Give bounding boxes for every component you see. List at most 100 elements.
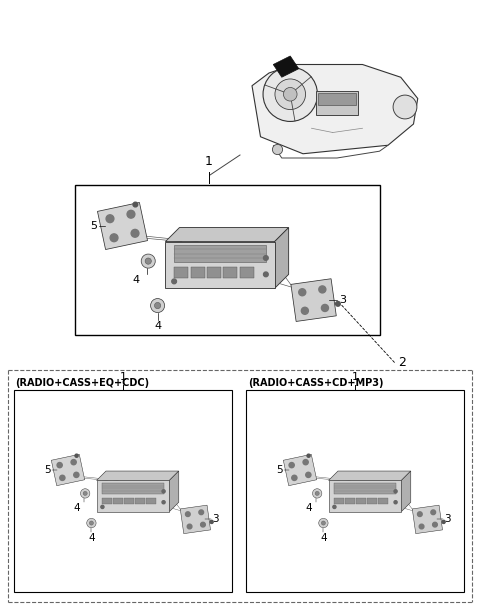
Circle shape (106, 215, 114, 223)
Circle shape (442, 520, 445, 524)
Polygon shape (401, 471, 411, 512)
FancyBboxPatch shape (345, 498, 355, 504)
Circle shape (418, 512, 422, 516)
Circle shape (263, 67, 317, 121)
Circle shape (83, 491, 87, 496)
Text: 2: 2 (398, 356, 406, 370)
Text: 1: 1 (351, 372, 359, 382)
Circle shape (185, 512, 190, 516)
Circle shape (110, 234, 118, 242)
FancyBboxPatch shape (335, 498, 344, 504)
Polygon shape (412, 505, 443, 533)
Text: 4: 4 (88, 533, 95, 543)
Circle shape (301, 308, 308, 314)
Circle shape (155, 303, 161, 309)
Text: 1: 1 (120, 372, 127, 382)
Text: 4: 4 (73, 503, 80, 513)
Polygon shape (97, 202, 147, 250)
Polygon shape (275, 228, 288, 289)
Circle shape (292, 475, 297, 481)
Circle shape (321, 521, 325, 525)
Text: 1: 1 (205, 155, 213, 168)
Text: 5: 5 (44, 465, 51, 475)
Circle shape (312, 488, 322, 498)
Text: 4: 4 (132, 275, 139, 285)
FancyBboxPatch shape (96, 481, 169, 512)
Polygon shape (273, 56, 299, 77)
FancyBboxPatch shape (14, 390, 232, 592)
FancyBboxPatch shape (240, 267, 254, 278)
FancyBboxPatch shape (135, 498, 144, 504)
Circle shape (145, 258, 151, 264)
FancyBboxPatch shape (316, 91, 358, 114)
Circle shape (289, 462, 294, 468)
Circle shape (162, 490, 165, 493)
Circle shape (336, 301, 340, 306)
FancyBboxPatch shape (191, 267, 204, 278)
FancyBboxPatch shape (166, 242, 275, 289)
Text: 5: 5 (90, 221, 97, 231)
FancyBboxPatch shape (75, 185, 380, 335)
Circle shape (131, 230, 139, 238)
Circle shape (394, 490, 397, 493)
FancyBboxPatch shape (146, 498, 156, 504)
Text: 5: 5 (276, 465, 283, 475)
FancyBboxPatch shape (174, 245, 266, 262)
Circle shape (74, 472, 79, 477)
Circle shape (264, 272, 268, 276)
Polygon shape (180, 505, 211, 533)
Circle shape (75, 454, 78, 457)
Circle shape (89, 521, 94, 525)
Circle shape (162, 501, 165, 504)
Text: 4: 4 (306, 503, 312, 513)
Polygon shape (96, 471, 179, 481)
Circle shape (315, 491, 319, 496)
Text: 3: 3 (213, 515, 219, 524)
Text: (RADIO+CASS+CD+MP3): (RADIO+CASS+CD+MP3) (248, 378, 384, 388)
Polygon shape (329, 471, 411, 481)
Text: 4: 4 (320, 533, 327, 543)
Circle shape (307, 454, 310, 457)
FancyBboxPatch shape (207, 267, 221, 278)
Circle shape (319, 518, 328, 528)
Circle shape (306, 472, 311, 477)
FancyBboxPatch shape (378, 498, 387, 504)
FancyBboxPatch shape (329, 481, 401, 512)
FancyBboxPatch shape (356, 498, 366, 504)
Polygon shape (252, 65, 418, 153)
Circle shape (275, 79, 306, 110)
FancyBboxPatch shape (318, 93, 356, 105)
Circle shape (151, 298, 165, 312)
FancyBboxPatch shape (223, 267, 238, 278)
Circle shape (201, 523, 205, 527)
FancyBboxPatch shape (113, 498, 123, 504)
Circle shape (101, 505, 104, 509)
Circle shape (71, 460, 76, 465)
Circle shape (299, 289, 306, 296)
Polygon shape (283, 454, 317, 486)
Circle shape (87, 518, 96, 528)
Circle shape (210, 520, 213, 524)
Circle shape (60, 475, 65, 481)
Circle shape (199, 510, 204, 515)
Circle shape (394, 501, 397, 504)
Circle shape (322, 304, 328, 311)
Circle shape (127, 210, 135, 218)
Circle shape (319, 286, 326, 293)
Text: (RADIO+CASS+EQ+CDC): (RADIO+CASS+EQ+CDC) (15, 378, 149, 388)
FancyBboxPatch shape (335, 483, 396, 494)
Circle shape (133, 202, 138, 207)
Polygon shape (51, 454, 84, 486)
Text: 3: 3 (444, 515, 451, 524)
FancyBboxPatch shape (102, 498, 112, 504)
Circle shape (419, 524, 424, 529)
Circle shape (432, 523, 437, 527)
FancyBboxPatch shape (174, 267, 188, 278)
Circle shape (393, 95, 417, 119)
FancyBboxPatch shape (102, 483, 164, 494)
FancyBboxPatch shape (246, 390, 464, 592)
Circle shape (303, 460, 308, 465)
Circle shape (81, 488, 90, 498)
Circle shape (272, 144, 283, 155)
Circle shape (57, 462, 62, 468)
